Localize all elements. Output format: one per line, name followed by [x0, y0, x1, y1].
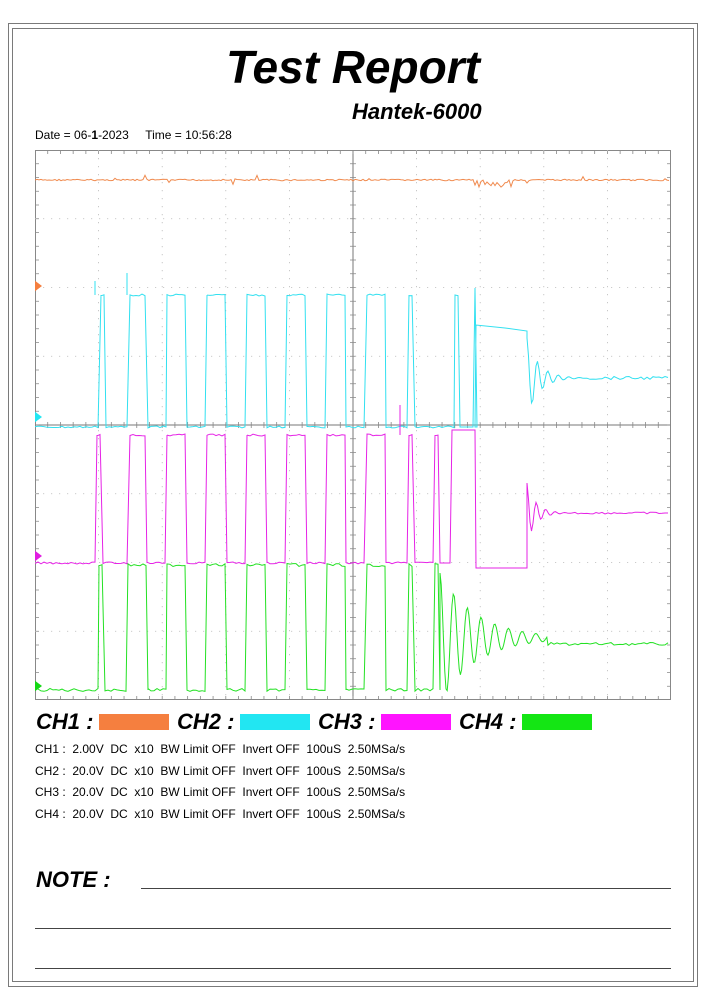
- legend-ch3-label: CH3 :: [318, 709, 376, 734]
- note-line-2: [35, 928, 671, 929]
- ch1-trace: [35, 174, 670, 189]
- oscilloscope-display: [35, 150, 671, 700]
- ch2-marker: [35, 411, 42, 423]
- note-line-1: [141, 888, 671, 889]
- ch3-trace: [35, 429, 668, 569]
- date-prefix: 06-: [74, 128, 92, 142]
- settings-ch2: CH2 : 20.0V DC x10 BW Limit OFF Invert O…: [35, 763, 406, 778]
- legend-ch3: CH3 :: [318, 709, 452, 735]
- scope-grid: [35, 150, 671, 700]
- legend-ch3-swatch: [381, 714, 452, 730]
- channel-markers: [35, 280, 42, 692]
- settings-ch4: CH4 : 20.0V DC x10 BW Limit OFF Invert O…: [35, 806, 406, 821]
- inner-frame: [12, 28, 694, 982]
- ch4-trace: [35, 562, 669, 693]
- legend-ch4-label: CH4 :: [459, 709, 517, 734]
- legend-ch1: CH1 :: [36, 709, 170, 735]
- date-day: 1: [91, 128, 99, 142]
- legend-ch2: CH2 :: [177, 709, 311, 735]
- legend-ch4-swatch: [522, 714, 593, 730]
- time-value: 10:56:28: [185, 128, 232, 142]
- legend-ch2-swatch: [240, 714, 311, 730]
- ch4-marker: [35, 680, 42, 692]
- ch3-marker: [35, 550, 42, 562]
- note-line-3: [35, 968, 671, 969]
- date-time-line: Date = 06-1-2023 Time = 10:56:28: [35, 128, 232, 142]
- date-suffix: -2023: [98, 128, 129, 142]
- settings-ch1: CH1 : 2.00V DC x10 BW Limit OFF Invert O…: [35, 742, 406, 756]
- date-label: Date =: [35, 128, 75, 142]
- note-label: NOTE :: [36, 867, 111, 892]
- scope-traces: [35, 174, 670, 693]
- legend-ch1-label: CH1 :: [36, 709, 94, 734]
- legend-ch4: CH4 :: [459, 709, 593, 735]
- device-model: Hantek-6000: [352, 99, 482, 124]
- outer-frame: [8, 23, 698, 987]
- channel-settings: CH1 : 2.00V DC x10 BW Limit OFF Invert O…: [35, 739, 405, 825]
- ch2-trace: [35, 287, 669, 429]
- settings-ch3: CH3 : 20.0V DC x10 BW Limit OFF Invert O…: [35, 785, 406, 799]
- legend-ch1-swatch: [99, 714, 170, 730]
- ch1-marker: [35, 280, 42, 292]
- time-label: Time =: [145, 128, 186, 142]
- grid-dots: [35, 150, 669, 696]
- report-title: Test Report: [226, 41, 480, 93]
- legend-ch2-label: CH2 :: [177, 709, 235, 734]
